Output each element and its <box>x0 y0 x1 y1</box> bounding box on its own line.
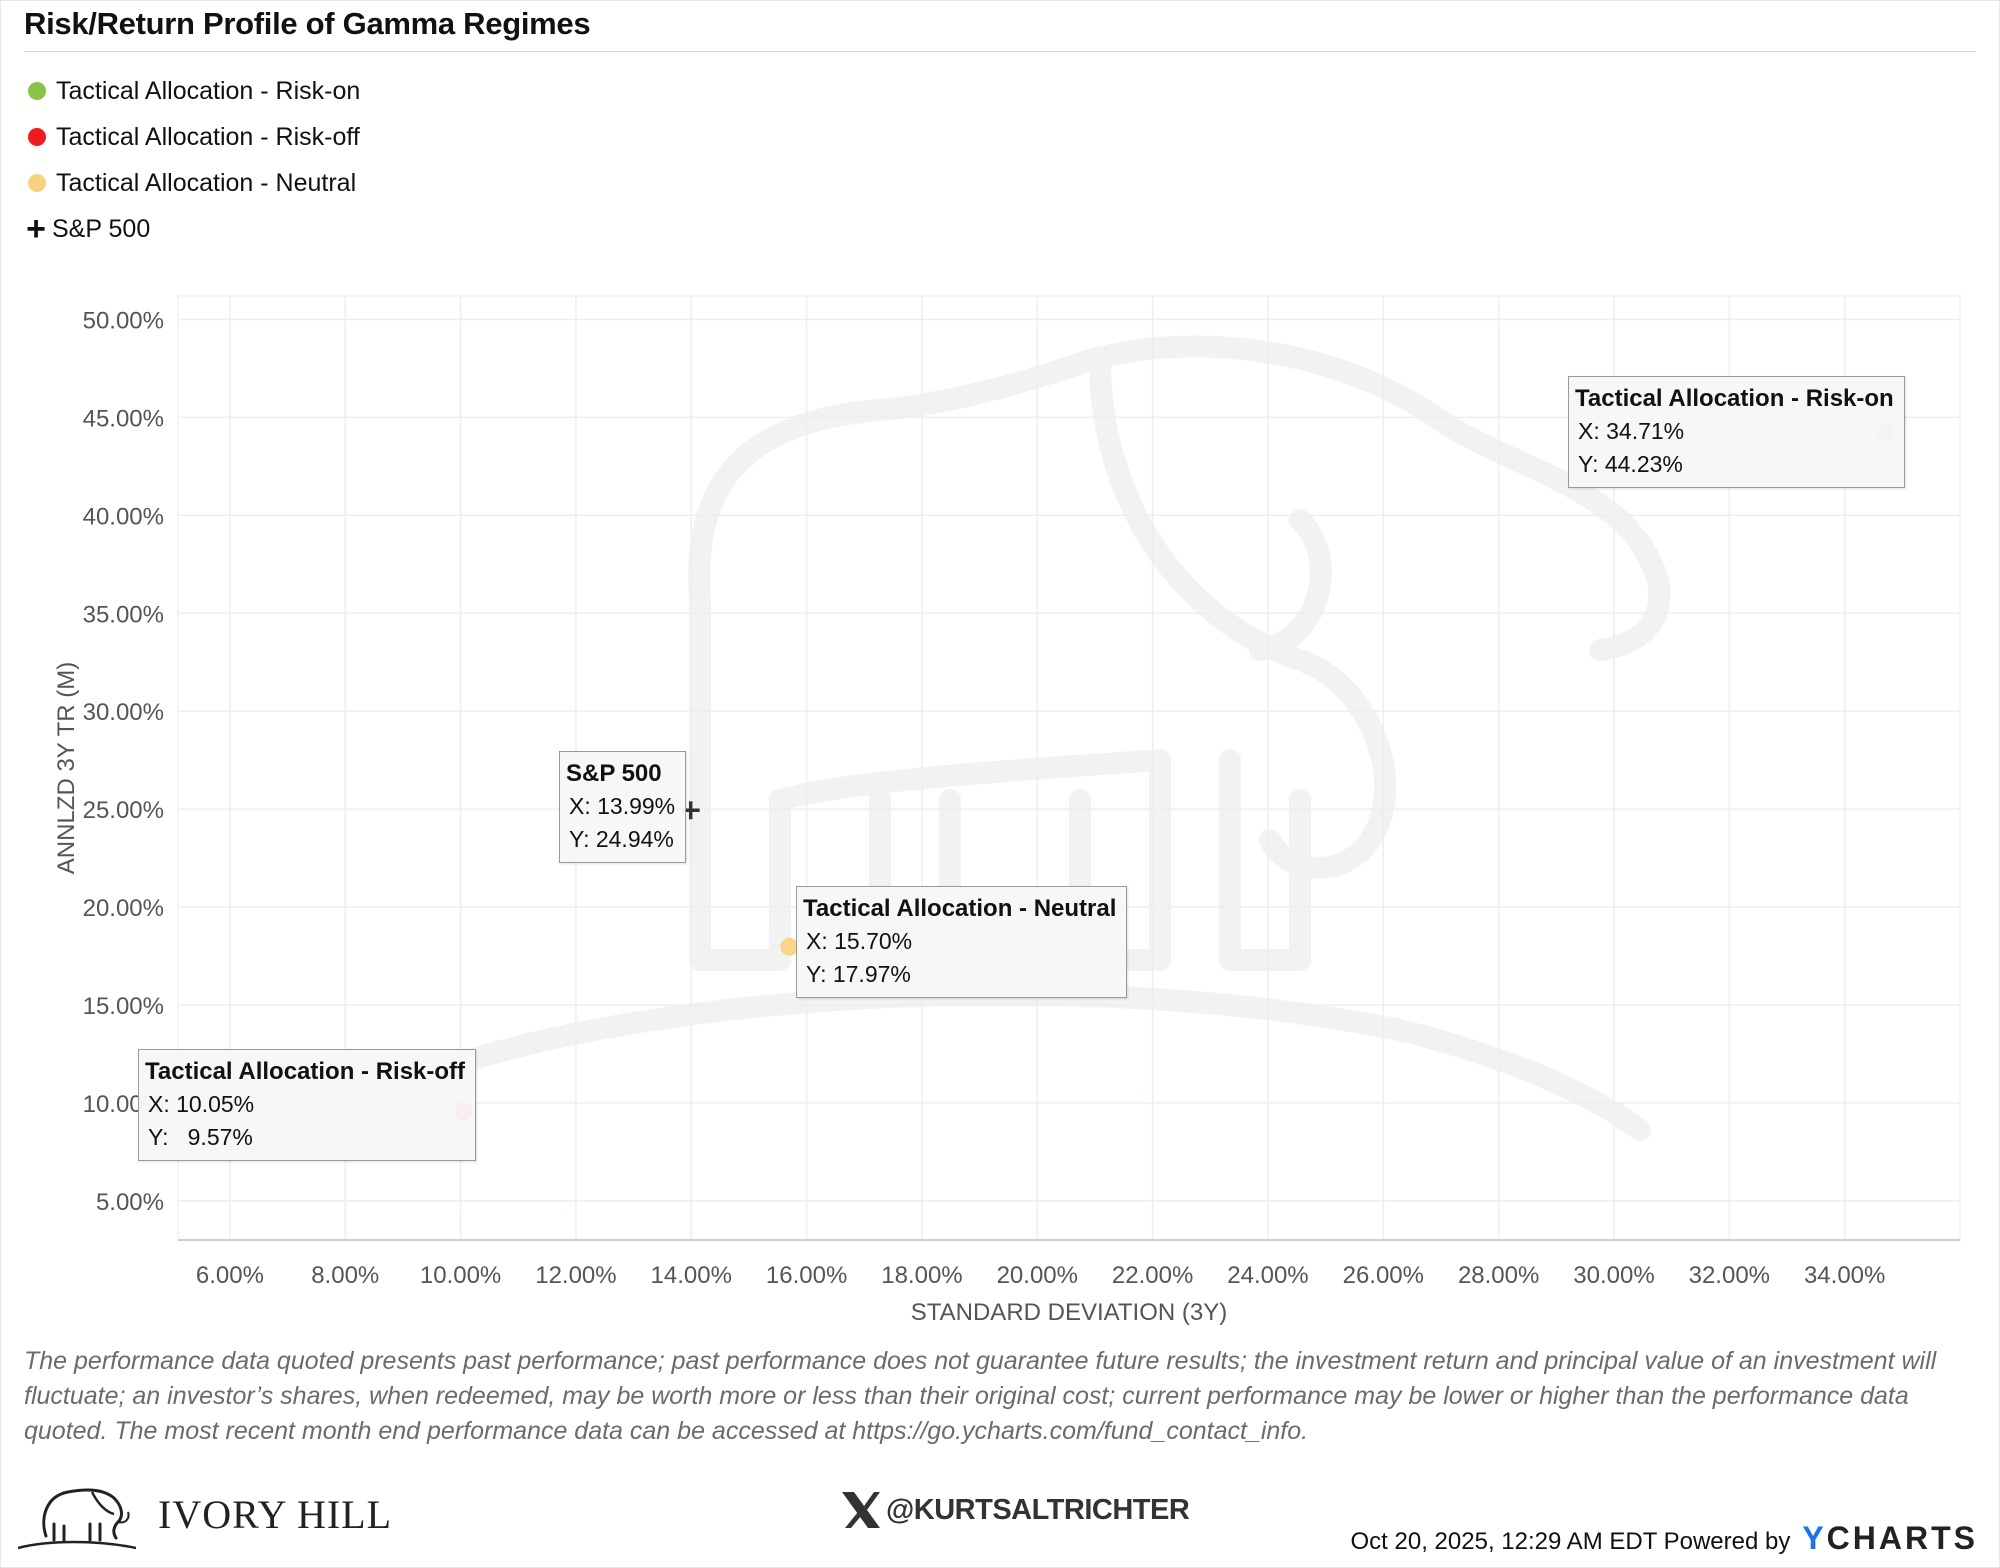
x-tick-label: 30.00% <box>1573 1262 1654 1289</box>
x-axis-ticks: 6.00% 8.00% 10.00% 12.00% 14.00% 16.00% … <box>196 1262 1885 1289</box>
tooltip-y-value: Y: 9.57% <box>148 1124 253 1150</box>
tooltip-x-value: X: 10.05% <box>148 1091 255 1117</box>
tooltip-sp500: S&P 500 X: 13.99% Y: 24.94% <box>559 751 687 863</box>
x-tick-label: 22.00% <box>1112 1262 1193 1289</box>
legend-label: Tactical Allocation - Neutral <box>56 168 357 197</box>
tooltip-series-name: S&P 500 <box>566 760 662 787</box>
ivory-hill-brand: IVORY HILL <box>158 1491 393 1537</box>
tooltip-series-name: Tactical Allocation - Risk-off <box>145 1058 466 1085</box>
legend-item-risk-on[interactable]: Tactical Allocation - Risk-on <box>24 68 360 114</box>
legend: Tactical Allocation - Risk-on Tactical A… <box>24 68 360 252</box>
tooltip-risk-off: Tactical Allocation - Risk-off X: 10.05%… <box>138 1049 477 1161</box>
title-divider <box>24 51 1976 52</box>
legend-label: S&P 500 <box>52 214 151 243</box>
x-tick-label: 32.00% <box>1689 1262 1770 1289</box>
y-tick-label: 30.00% <box>83 699 164 726</box>
point-neutral[interactable] <box>780 937 799 956</box>
legend-item-neutral[interactable]: Tactical Allocation - Neutral <box>24 160 360 206</box>
y-tick-label: 15.00% <box>83 993 164 1020</box>
x-tick-label: 16.00% <box>766 1262 847 1289</box>
legend-marker-plus: + <box>26 210 46 248</box>
x-tick-label: 34.00% <box>1804 1262 1885 1289</box>
x-tick-label: 26.00% <box>1343 1262 1424 1289</box>
tooltip-y-value: Y: 17.97% <box>806 961 911 987</box>
y-tick-label: 5.00% <box>96 1189 164 1216</box>
x-tick-label: 10.00% <box>420 1262 501 1289</box>
legend-marker-circle <box>28 174 46 192</box>
tooltip-series-name: Tactical Allocation - Neutral <box>803 895 1117 922</box>
legend-label: Tactical Allocation - Risk-on <box>56 76 361 105</box>
ycharts-logo-y: Y <box>1802 1520 1827 1556</box>
legend-item-sp500[interactable]: + S&P 500 <box>24 206 360 252</box>
x-handle-text: @KURTSALTRICHTER <box>886 1493 1190 1526</box>
tooltip-y-value: Y: 24.94% <box>569 826 674 852</box>
y-tick-label: 25.00% <box>83 797 164 824</box>
legend-label: Tactical Allocation - Risk-off <box>56 122 360 151</box>
legend-item-risk-off[interactable]: Tactical Allocation - Risk-off <box>24 114 360 160</box>
y-tick-label: 50.00% <box>83 308 164 335</box>
x-tick-label: 28.00% <box>1458 1262 1539 1289</box>
x-tick-label: 12.00% <box>535 1262 616 1289</box>
social-handle[interactable]: @KURTSALTRICHTER <box>840 1490 1190 1530</box>
tooltip-x-value: X: 34.71% <box>1578 418 1685 444</box>
legend-marker-circle <box>28 82 46 100</box>
tooltip-x-value: X: 13.99% <box>569 793 676 819</box>
x-tick-label: 14.00% <box>651 1262 732 1289</box>
x-tick-label: 20.00% <box>997 1262 1078 1289</box>
x-tick-label: 18.00% <box>881 1262 962 1289</box>
x-tick-label: 8.00% <box>311 1262 379 1289</box>
tooltip-series-name: Tactical Allocation - Risk-on <box>1575 385 1894 412</box>
ycharts-logo-text: CHARTS <box>1826 1520 1978 1556</box>
legend-marker-circle <box>28 128 46 146</box>
y-tick-label: 40.00% <box>83 503 164 530</box>
chart-title: Risk/Return Profile of Gamma Regimes <box>24 6 591 41</box>
y-axis-label: ANNLZD 3Y TR (M) <box>53 662 80 874</box>
elephant-watermark <box>459 335 1671 1141</box>
timestamp: Oct 20, 2025, 12:29 AM EDT Powered by <box>1350 1528 1791 1555</box>
tooltip-neutral: Tactical Allocation - Neutral X: 15.70% … <box>796 886 1128 998</box>
x-tick-label: 24.00% <box>1227 1262 1308 1289</box>
tooltip-x-value: X: 15.70% <box>806 928 913 954</box>
tooltip-risk-on: Tactical Allocation - Risk-on X: 34.71% … <box>1568 376 1905 488</box>
elephant-logo-icon <box>18 1488 136 1550</box>
performance-disclaimer: The performance data quoted presents pas… <box>24 1347 1937 1445</box>
y-tick-label: 35.00% <box>83 601 164 628</box>
x-tick-label: 6.00% <box>196 1262 264 1289</box>
y-tick-label: 20.00% <box>83 895 164 922</box>
y-axis-ticks: 5.00% 10.00% 15.00% 20.00% 25.00% 30.00%… <box>83 308 164 1216</box>
tooltip-y-value: Y: 44.23% <box>1578 451 1683 477</box>
x-axis-label: STANDARD DEVIATION (3Y) <box>911 1299 1227 1326</box>
footer-attribution: Oct 20, 2025, 12:29 AM EDT Powered by YC… <box>1351 1520 1978 1557</box>
ivory-hill-logo: IVORY HILL <box>18 1478 392 1550</box>
ycharts-logo[interactable]: YCHARTS <box>1802 1520 1978 1557</box>
y-tick-label: 45.00% <box>83 405 164 432</box>
x-logo-icon <box>842 1492 880 1528</box>
